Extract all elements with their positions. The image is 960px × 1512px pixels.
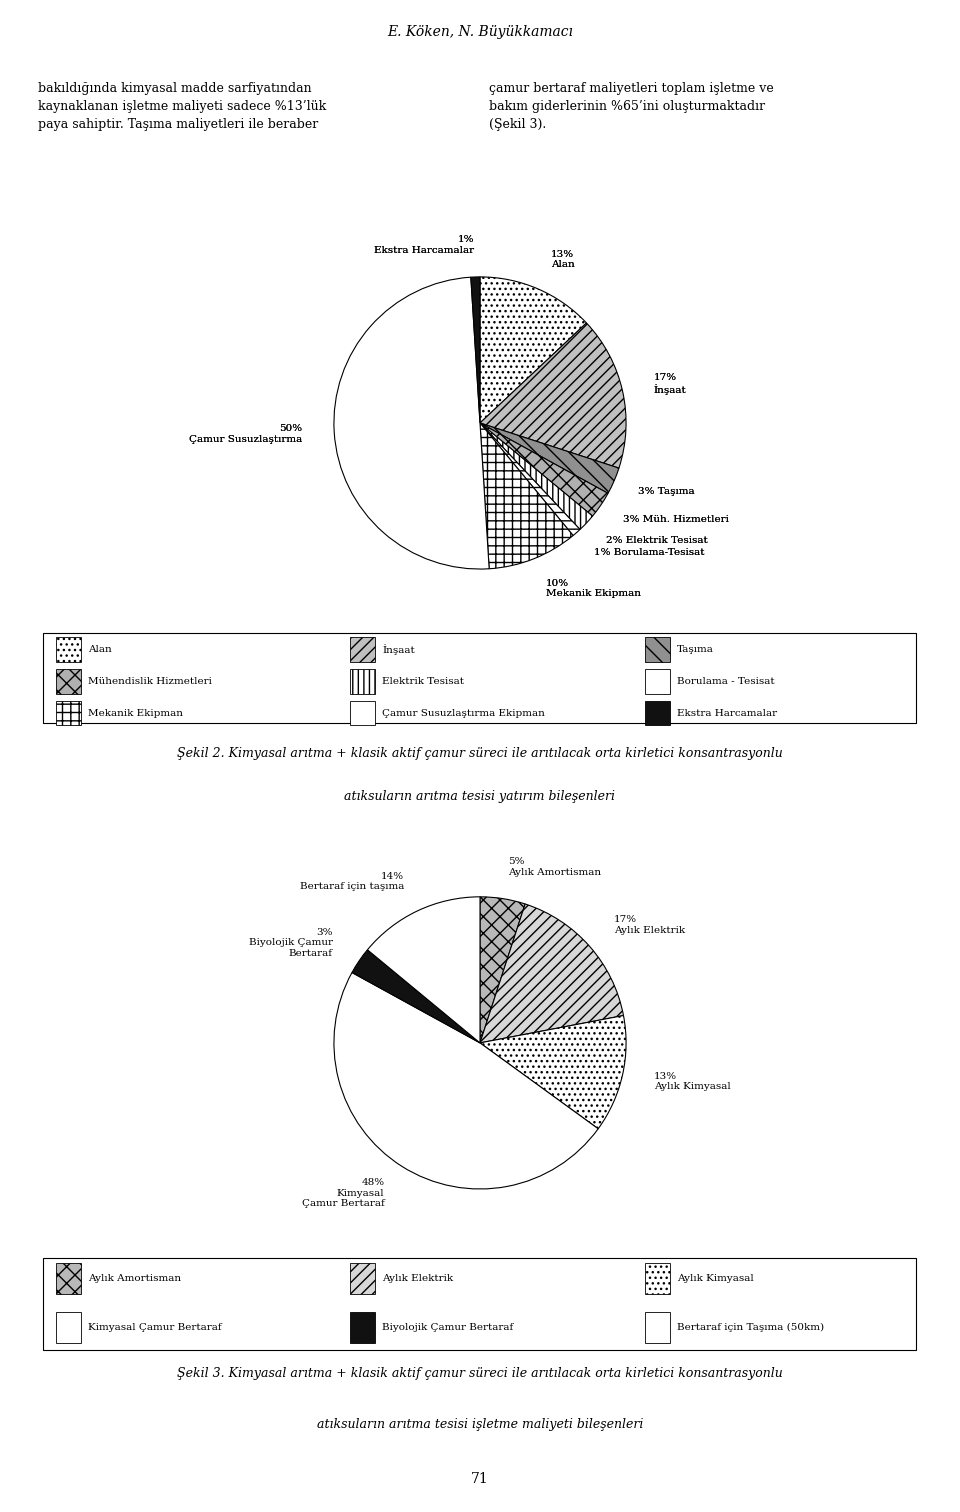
Text: Taşıma: Taşıma <box>677 646 713 655</box>
Bar <box>645 637 669 662</box>
Wedge shape <box>352 950 480 1043</box>
Bar <box>350 1312 375 1344</box>
Wedge shape <box>470 277 480 423</box>
Text: 13%
Aylık Kimyasal: 13% Aylık Kimyasal <box>654 1072 731 1092</box>
Text: 13%
Alan: 13% Alan <box>551 249 574 269</box>
Text: Aylık Amortisman: Aylık Amortisman <box>88 1275 181 1284</box>
Text: 71: 71 <box>471 1471 489 1486</box>
Text: 2% Elektrik Tesisat: 2% Elektrik Tesisat <box>606 537 708 546</box>
Text: 50%
Çamur Susuzlaştırma: 50% Çamur Susuzlaştırma <box>189 425 302 445</box>
Bar <box>56 1312 81 1344</box>
Text: Mühendislik Hizmetleri: Mühendislik Hizmetleri <box>88 677 212 686</box>
Bar <box>350 668 375 694</box>
Wedge shape <box>368 897 480 1043</box>
Wedge shape <box>480 423 619 493</box>
Text: Şekil 3. Kimyasal arıtma + klasik aktif çamur süreci ile arıtılacak orta kirleti: Şekil 3. Kimyasal arıtma + klasik aktif … <box>178 1367 782 1379</box>
Wedge shape <box>480 324 626 469</box>
Text: 3% Taşıma: 3% Taşıma <box>638 487 695 496</box>
Text: 1% Borulama-Tesisat: 1% Borulama-Tesisat <box>594 547 705 556</box>
Text: 3%
Biyolojik Çamur
Bertaraf: 3% Biyolojik Çamur Bertaraf <box>249 928 332 957</box>
Text: 2% Elektrik Tesisat: 2% Elektrik Tesisat <box>606 537 708 546</box>
Bar <box>645 700 669 726</box>
Bar <box>350 700 375 726</box>
Text: 17%
İnşaat: 17% İnşaat <box>654 373 686 395</box>
Wedge shape <box>334 277 490 569</box>
Text: 14%
Bertaraf için taşıma: 14% Bertaraf için taşıma <box>300 872 404 892</box>
Text: 1%
Ekstra Harcamalar: 1% Ekstra Harcamalar <box>374 236 474 254</box>
Text: 3% Müh. Hizmetleri: 3% Müh. Hizmetleri <box>623 516 729 525</box>
Text: 5%
Aylık Amortisman: 5% Aylık Amortisman <box>508 857 601 877</box>
Text: 3% Müh. Hizmetleri: 3% Müh. Hizmetleri <box>623 516 729 525</box>
Bar <box>645 668 669 694</box>
Text: Elektrik Tesisat: Elektrik Tesisat <box>382 677 465 686</box>
Wedge shape <box>480 897 525 1043</box>
Text: Borulama - Tesisat: Borulama - Tesisat <box>677 677 775 686</box>
Bar <box>56 637 81 662</box>
Text: 50%
Çamur Susuzlaştırma: 50% Çamur Susuzlaştırma <box>189 425 302 445</box>
Text: 13%
Alan: 13% Alan <box>551 249 574 269</box>
Text: Ekstra Harcamalar: Ekstra Harcamalar <box>677 709 777 718</box>
Text: 17%
İnşaat: 17% İnşaat <box>654 373 686 395</box>
Text: Bertaraf için Taşıma (50km): Bertaraf için Taşıma (50km) <box>677 1323 824 1332</box>
Text: Aylık Elektrik: Aylık Elektrik <box>382 1275 453 1284</box>
Wedge shape <box>480 423 608 516</box>
Text: 17%
Aylık Elektrik: 17% Aylık Elektrik <box>613 915 684 934</box>
Text: Aylık Kimyasal: Aylık Kimyasal <box>677 1275 754 1284</box>
Wedge shape <box>480 904 623 1043</box>
Text: atıksuların arıtma tesisi işletme maliyeti bileşenleri: atıksuların arıtma tesisi işletme maliye… <box>317 1418 643 1430</box>
Text: Biyolojik Çamur Bertaraf: Biyolojik Çamur Bertaraf <box>382 1323 514 1332</box>
Wedge shape <box>480 423 573 569</box>
Bar <box>645 1312 669 1344</box>
Text: atıksuların arıtma tesisi yatırım bileşenleri: atıksuların arıtma tesisi yatırım bileşe… <box>345 789 615 803</box>
Bar <box>56 700 81 726</box>
Text: Çamur Susuzlaştırma Ekipman: Çamur Susuzlaştırma Ekipman <box>382 709 545 718</box>
Bar <box>350 1263 375 1294</box>
Text: Mekanik Ekipman: Mekanik Ekipman <box>88 709 182 718</box>
Text: 1% Borulama-Tesisat: 1% Borulama-Tesisat <box>594 547 705 556</box>
Text: 10%
Mekanik Ekipman: 10% Mekanik Ekipman <box>545 579 640 599</box>
Text: 3% Taşıma: 3% Taşıma <box>638 487 695 496</box>
Text: 48%
Kimyasal
Çamur Bertaraf: 48% Kimyasal Çamur Bertaraf <box>301 1178 385 1208</box>
Bar <box>645 1263 669 1294</box>
Text: E. Köken, N. Büyükkamacı: E. Köken, N. Büyükkamacı <box>387 24 573 39</box>
Bar <box>56 668 81 694</box>
Text: 1%
Ekstra Harcamalar: 1% Ekstra Harcamalar <box>374 236 474 254</box>
Text: Kimyasal Çamur Bertaraf: Kimyasal Çamur Bertaraf <box>88 1323 222 1332</box>
Wedge shape <box>334 972 598 1188</box>
Wedge shape <box>480 423 592 529</box>
Text: çamur bertaraf maliyetleri toplam işletme ve
bakım giderlerinin %65’ini oluşturm: çamur bertaraf maliyetleri toplam işletm… <box>489 82 774 132</box>
Text: Alan: Alan <box>88 646 111 655</box>
Wedge shape <box>480 1016 626 1129</box>
Wedge shape <box>480 277 587 423</box>
Wedge shape <box>480 423 580 535</box>
Text: bakıldığında kimyasal madde sarfiyatından
kaynaklanan işletme maliyeti sadece %1: bakıldığında kimyasal madde sarfiyatında… <box>37 82 326 132</box>
Text: Şekil 2. Kimyasal arıtma + klasik aktif çamur süreci ile arıtılacak orta kirleti: Şekil 2. Kimyasal arıtma + klasik aktif … <box>178 747 782 761</box>
Text: İnşaat: İnşaat <box>382 644 415 655</box>
Text: 10%
Mekanik Ekipman: 10% Mekanik Ekipman <box>545 579 640 599</box>
Bar <box>56 1263 81 1294</box>
Bar <box>350 637 375 662</box>
